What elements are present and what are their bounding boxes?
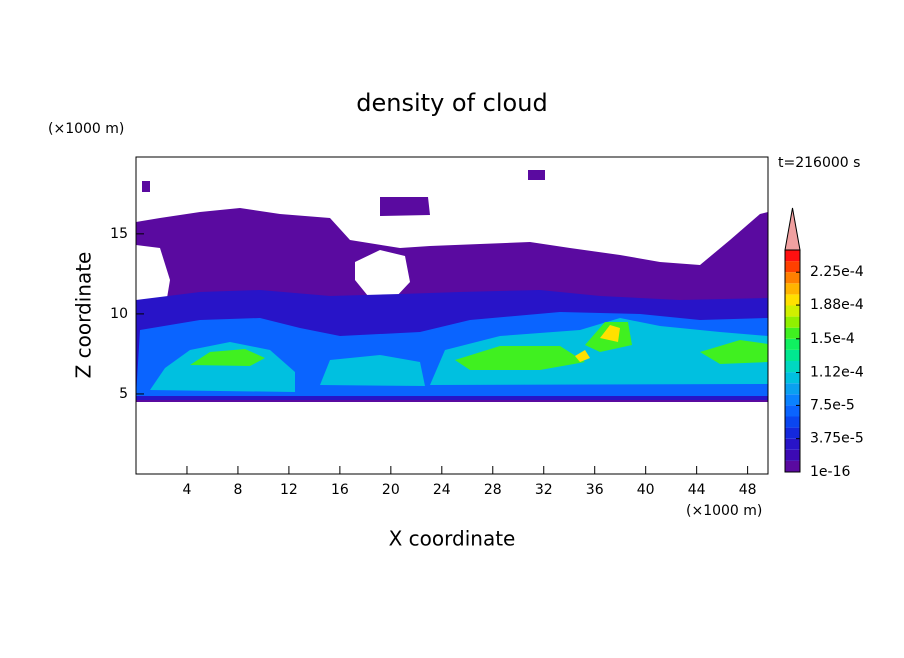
colorbar-tick-label: 1.12e-4 — [810, 365, 864, 381]
colorbar-band — [785, 394, 800, 406]
x-tick-label: 12 — [280, 482, 298, 498]
x-tick-label: 4 — [183, 482, 192, 498]
colorbar-band — [785, 294, 800, 306]
x-tick-label: 48 — [739, 482, 757, 498]
x-tick-label: 24 — [433, 482, 451, 498]
colorbar-tick-label: 2.25e-4 — [810, 264, 864, 280]
y-tick-label: 15 — [110, 226, 128, 242]
y-axis-label: Z coordinate — [72, 252, 96, 379]
x-axis-label: X coordinate — [389, 527, 516, 551]
colorbar-band — [785, 250, 800, 262]
colorbar-tick-label: 7.5e-5 — [810, 397, 855, 413]
colorbar-band — [785, 383, 800, 395]
x-tick-label: 8 — [233, 482, 242, 498]
contour-field — [136, 170, 768, 402]
x-tick-label: 16 — [331, 482, 349, 498]
colorbar-band — [785, 405, 800, 417]
colorbar-tick-label: 1.5e-4 — [810, 331, 855, 347]
contour-region — [142, 170, 545, 216]
x-tick-label: 20 — [382, 482, 400, 498]
colorbar-band — [785, 305, 800, 317]
colorbar-band — [785, 438, 800, 450]
colorbar-band — [785, 272, 800, 284]
colorbar-band — [785, 316, 800, 328]
colorbar-band — [785, 361, 800, 373]
colorbar-band — [785, 416, 800, 428]
colorbar-band — [785, 283, 800, 295]
contour-region — [190, 322, 768, 370]
colorbar-frame — [784, 249, 801, 473]
plot-frame — [135, 156, 769, 475]
x-tick-label: 32 — [535, 482, 553, 498]
colorbar-band — [785, 372, 800, 384]
colorbar-tick-label: 1.88e-4 — [810, 297, 864, 313]
colorbar-band — [785, 449, 800, 461]
colorbar-band — [785, 349, 800, 361]
chart-title: density of cloud — [356, 89, 547, 117]
colorbar-tick-label: 1e-16 — [810, 464, 850, 480]
x-tick-label: 40 — [637, 482, 655, 498]
contour-region — [575, 325, 620, 362]
x-unit: (×1000 m) — [686, 503, 762, 519]
colorbar-tick-label: 3.75e-5 — [810, 431, 864, 447]
colorbar-band — [785, 460, 800, 472]
time-label: t=216000 s — [778, 155, 860, 171]
colorbar-band — [785, 327, 800, 339]
x-tick-label: 44 — [688, 482, 706, 498]
colorbar-band — [785, 338, 800, 350]
colorbar-band — [785, 261, 800, 273]
colorbar-extension — [784, 207, 801, 251]
y-tick-label: 10 — [110, 306, 128, 322]
y-unit: (×1000 m) — [48, 121, 124, 137]
colorbar-band — [785, 427, 800, 439]
x-tick-label: 28 — [484, 482, 502, 498]
y-tick-label: 5 — [119, 386, 128, 402]
x-tick-label: 36 — [586, 482, 604, 498]
